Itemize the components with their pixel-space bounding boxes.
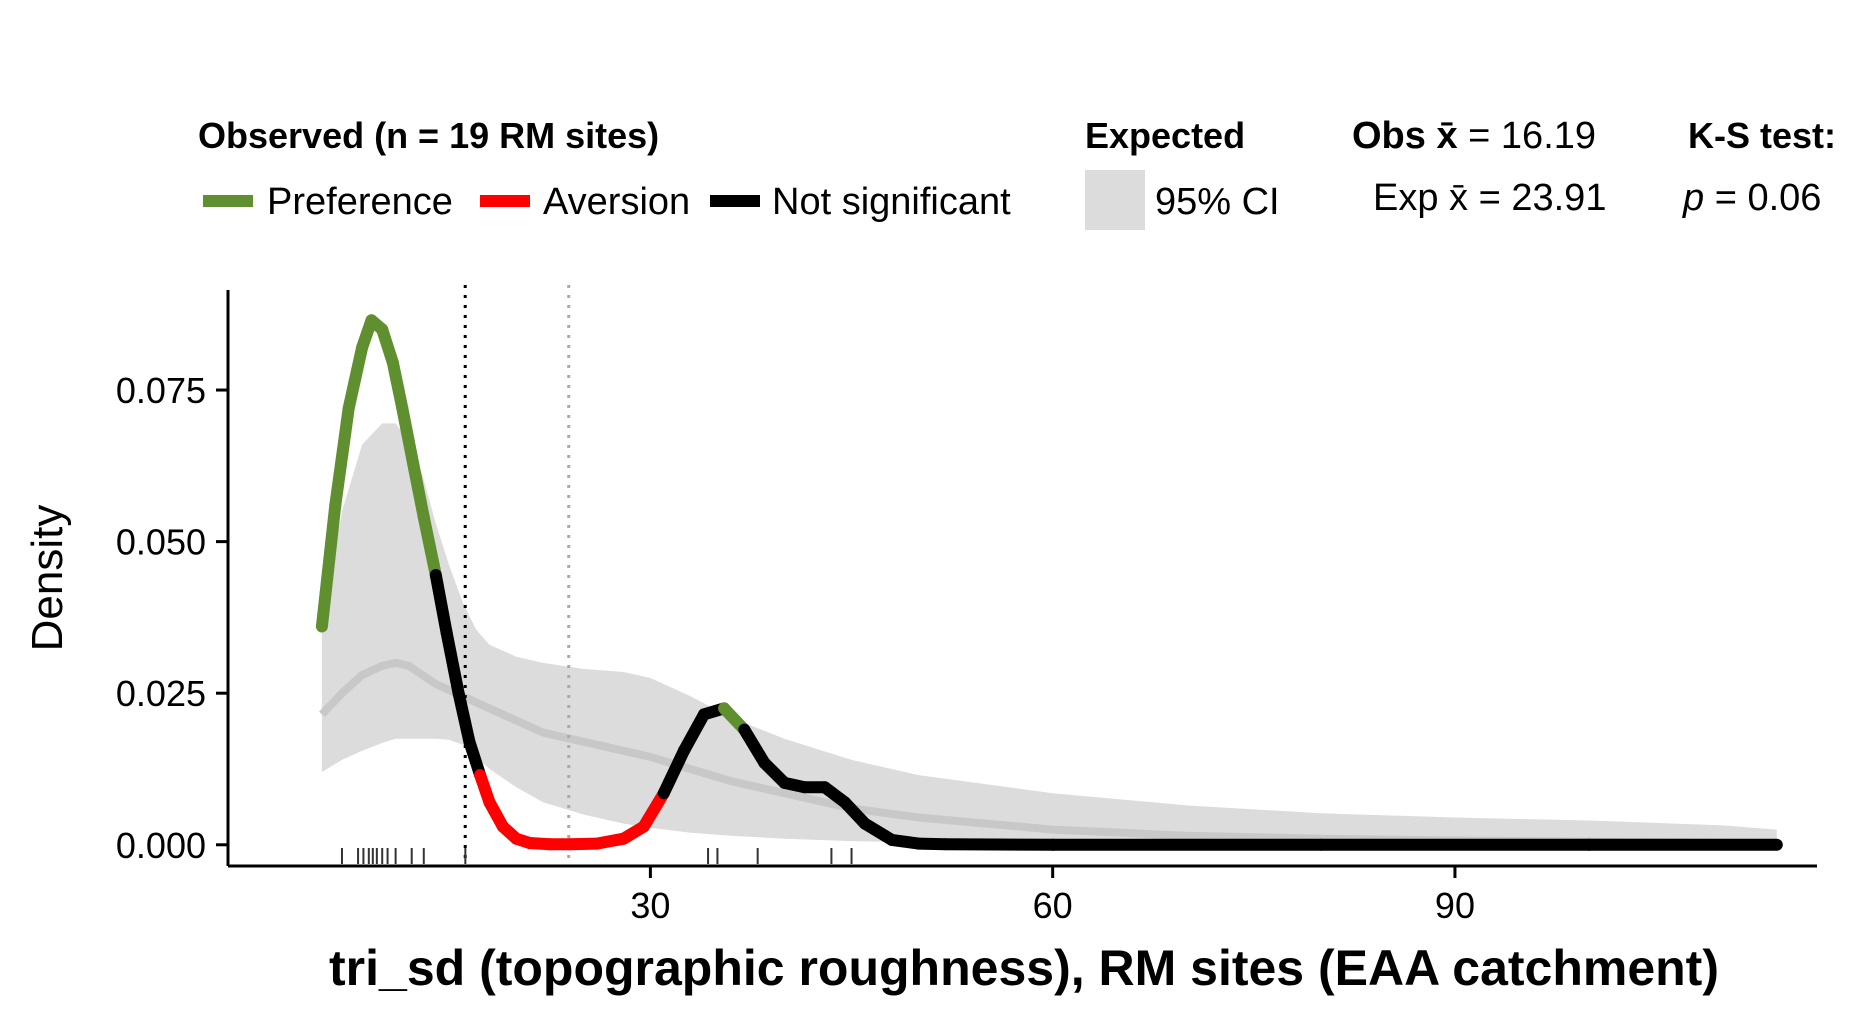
observed-segment-preference (315, 499, 342, 633)
legend-swatch-aversion (480, 195, 530, 207)
legend-label-preference: Preference (267, 181, 453, 223)
ks-p-label: p (1682, 177, 1704, 219)
ci-ribbon (321, 423, 1777, 845)
ks-test-title: K-S test: (1688, 115, 1836, 156)
legend-observed-title: Observed (n = 19 RM sites) (198, 115, 659, 156)
exp-mean-label: Exp x̄ (1373, 177, 1468, 219)
observed-segment-not-significant (738, 723, 771, 769)
observed-segment-preference (407, 456, 430, 524)
observed-segment-not-significant (657, 744, 690, 800)
legend-swatch-preference (203, 195, 253, 207)
exp-mean-text: Exp x̄ = 23.91 (1373, 177, 1606, 219)
observed-segment-preference (396, 402, 419, 469)
y-tick-label: 0.025 (116, 673, 206, 714)
observed-segment-not-significant (677, 708, 710, 757)
observed-segment-preference (329, 402, 355, 512)
observed-segment-preference (386, 356, 409, 415)
obs-mean-value: = 16.19 (1468, 115, 1596, 157)
x-tick-label: 90 (1435, 885, 1475, 926)
y-tick-label: 0.050 (116, 522, 206, 563)
y-tick-label: 0.000 (116, 825, 206, 866)
x-tick-label: 30 (630, 885, 670, 926)
legend-swatch-ci (1085, 170, 1145, 230)
obs-mean-label: Obs x̄ (1352, 115, 1458, 157)
legend-label-not-significant: Not significant (772, 181, 1011, 223)
observed-segment-preference (417, 511, 442, 581)
legend: Observed (n = 19 RM sites) Preference Av… (198, 115, 1836, 230)
obs-mean-text: Obs x̄ = 16.19 (1352, 115, 1596, 157)
observed-segment-preference (342, 341, 369, 415)
legend-label-aversion: Aversion (543, 181, 690, 223)
plot-area: 0.000 0.025 0.050 0.075 30 60 90 (116, 285, 1817, 926)
observed-segment-not-significant (452, 687, 476, 748)
exp-mean-value: = 23.91 (1479, 177, 1607, 219)
observed-segment-aversion (637, 787, 670, 833)
expected-line (318, 658, 1777, 847)
legend-expected-title: Expected (1085, 115, 1245, 156)
y-axis-label: Density (23, 505, 72, 652)
observed-segment-not-significant (939, 838, 1059, 851)
observed-segment-not-significant (440, 626, 465, 700)
y-tick-label: 0.075 (116, 370, 206, 411)
ks-test-p: p = 0.06 (1682, 177, 1821, 219)
x-tick-label: 60 (1033, 885, 1073, 926)
legend-label-ci: 95% CI (1155, 181, 1280, 223)
x-axis-label: tri_sd (topographic roughness), RM sites… (329, 940, 1719, 996)
ks-p-value: = 0.06 (1715, 177, 1822, 219)
observed-segment-not-significant (429, 569, 453, 639)
legend-swatch-not-significant (710, 195, 760, 207)
